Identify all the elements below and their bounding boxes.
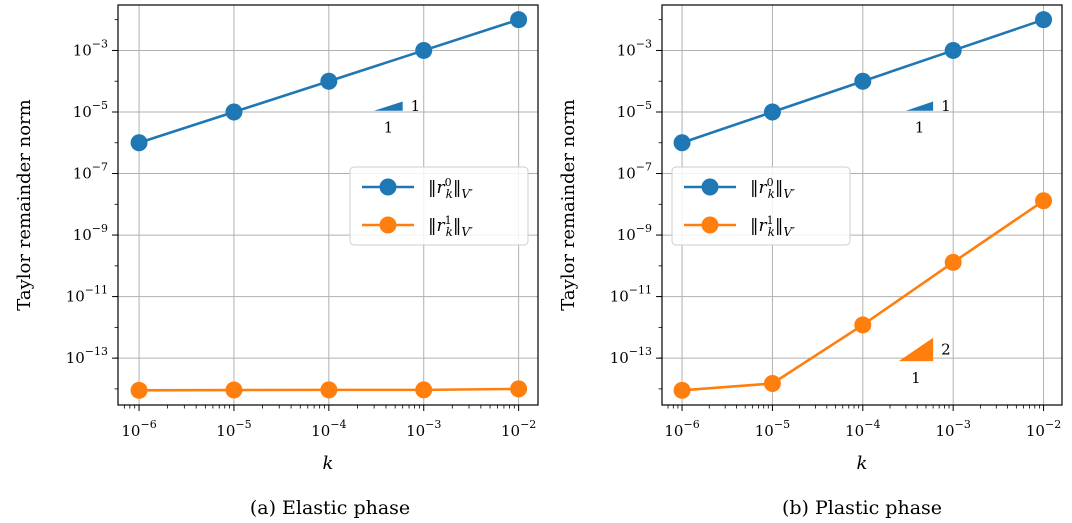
data-point — [763, 103, 781, 121]
y-tick-label: 10−9 — [617, 222, 652, 244]
y-tick-label: 10−13 — [610, 345, 652, 367]
y-axis-label: Taylor remainder norm — [14, 99, 35, 310]
series-r0 — [673, 11, 1053, 152]
y-tick-label: 10−7 — [617, 161, 652, 183]
y-tick-label: 10−13 — [66, 345, 108, 367]
data-point — [673, 381, 691, 399]
legend-label: ‖r1 k‖V′ — [428, 214, 473, 239]
y-tick-label: 10−3 — [617, 37, 652, 59]
slope-run-label: 1 — [915, 119, 925, 137]
series-r1 — [130, 380, 528, 399]
data-point — [130, 381, 148, 399]
data-point — [673, 134, 691, 152]
legend: ‖r0 k‖V′ ‖r1 k‖V′ — [671, 166, 851, 246]
x-tick-label: 10−3 — [406, 418, 441, 440]
data-point — [763, 374, 781, 392]
data-point — [1035, 192, 1053, 210]
y-tick-label: 10−5 — [617, 99, 652, 121]
plot-frame — [661, 4, 1063, 406]
data-point — [320, 72, 338, 90]
plot-frame — [117, 4, 539, 406]
chart-caption: (b) Plastic phase — [782, 497, 942, 519]
y-tick-label: 10−7 — [73, 161, 108, 183]
legend-marker — [701, 216, 719, 234]
data-point — [415, 381, 433, 399]
data-point — [854, 72, 872, 90]
legend-marker — [379, 178, 397, 196]
x-tick-label: 10−2 — [1026, 418, 1061, 440]
legend-marker — [701, 178, 719, 196]
slope-triangle — [905, 101, 934, 111]
data-point — [854, 316, 872, 334]
chart-caption: (a) Elastic phase — [250, 497, 410, 519]
x-tick-label: 10−6 — [121, 418, 156, 440]
series-r1 — [673, 192, 1053, 399]
y-tick-label: 10−3 — [73, 37, 108, 59]
y-tick-label: 10−9 — [73, 222, 108, 244]
x-tick-label: 10−3 — [936, 418, 971, 440]
slope-rise-label: 2 — [941, 340, 951, 358]
data-point — [415, 41, 433, 59]
legend-label: ‖r1 k‖V′ — [750, 214, 795, 239]
y-axis-label: Taylor remainder norm — [558, 99, 579, 310]
legend-label: ‖r0 k‖V′ — [750, 176, 795, 201]
data-point — [225, 103, 243, 121]
legend: ‖r0 k‖V′ ‖r1 k‖V′ — [349, 166, 529, 246]
data-point — [944, 41, 962, 59]
slope-triangle — [898, 337, 934, 362]
y-tick-label: 10−11 — [610, 284, 652, 306]
legend-label: ‖r0 k‖V′ — [428, 176, 473, 201]
legend-marker — [379, 216, 397, 234]
data-point — [510, 11, 528, 29]
x-tick-label: 10−5 — [216, 418, 251, 440]
data-point — [130, 134, 148, 152]
x-tick-label: 10−4 — [311, 418, 346, 440]
y-tick-label: 10−5 — [73, 99, 108, 121]
series-r0 — [130, 11, 528, 152]
data-point — [320, 381, 338, 399]
x-tick-label: 10−6 — [664, 418, 699, 440]
data-point — [944, 253, 962, 271]
slope-rise-label: 1 — [941, 97, 951, 115]
chart-panel-2: 10−6 10−5 10−4 10−3 10−2 10−13 10−11 10−9 10−7 10… — [558, 4, 1063, 519]
data-point — [510, 380, 528, 398]
x-tick-label: 10−5 — [755, 418, 790, 440]
chart-panel-1: 10−6 10−5 10−4 10−3 10−2 10−13 10−11 10−9 10−7 10… — [14, 4, 539, 519]
data-point — [225, 381, 243, 399]
slope-run-label: 1 — [384, 119, 394, 137]
y-tick-label: 10−11 — [66, 284, 108, 306]
x-axis-label: k — [323, 453, 334, 474]
x-axis-label: k — [857, 453, 868, 474]
x-tick-label: 10−4 — [845, 418, 880, 440]
x-tick-label: 10−2 — [501, 418, 536, 440]
slope-triangle — [374, 101, 403, 111]
data-point — [1035, 11, 1053, 29]
slope-run-label: 1 — [911, 369, 921, 387]
slope-rise-label: 1 — [411, 97, 421, 115]
